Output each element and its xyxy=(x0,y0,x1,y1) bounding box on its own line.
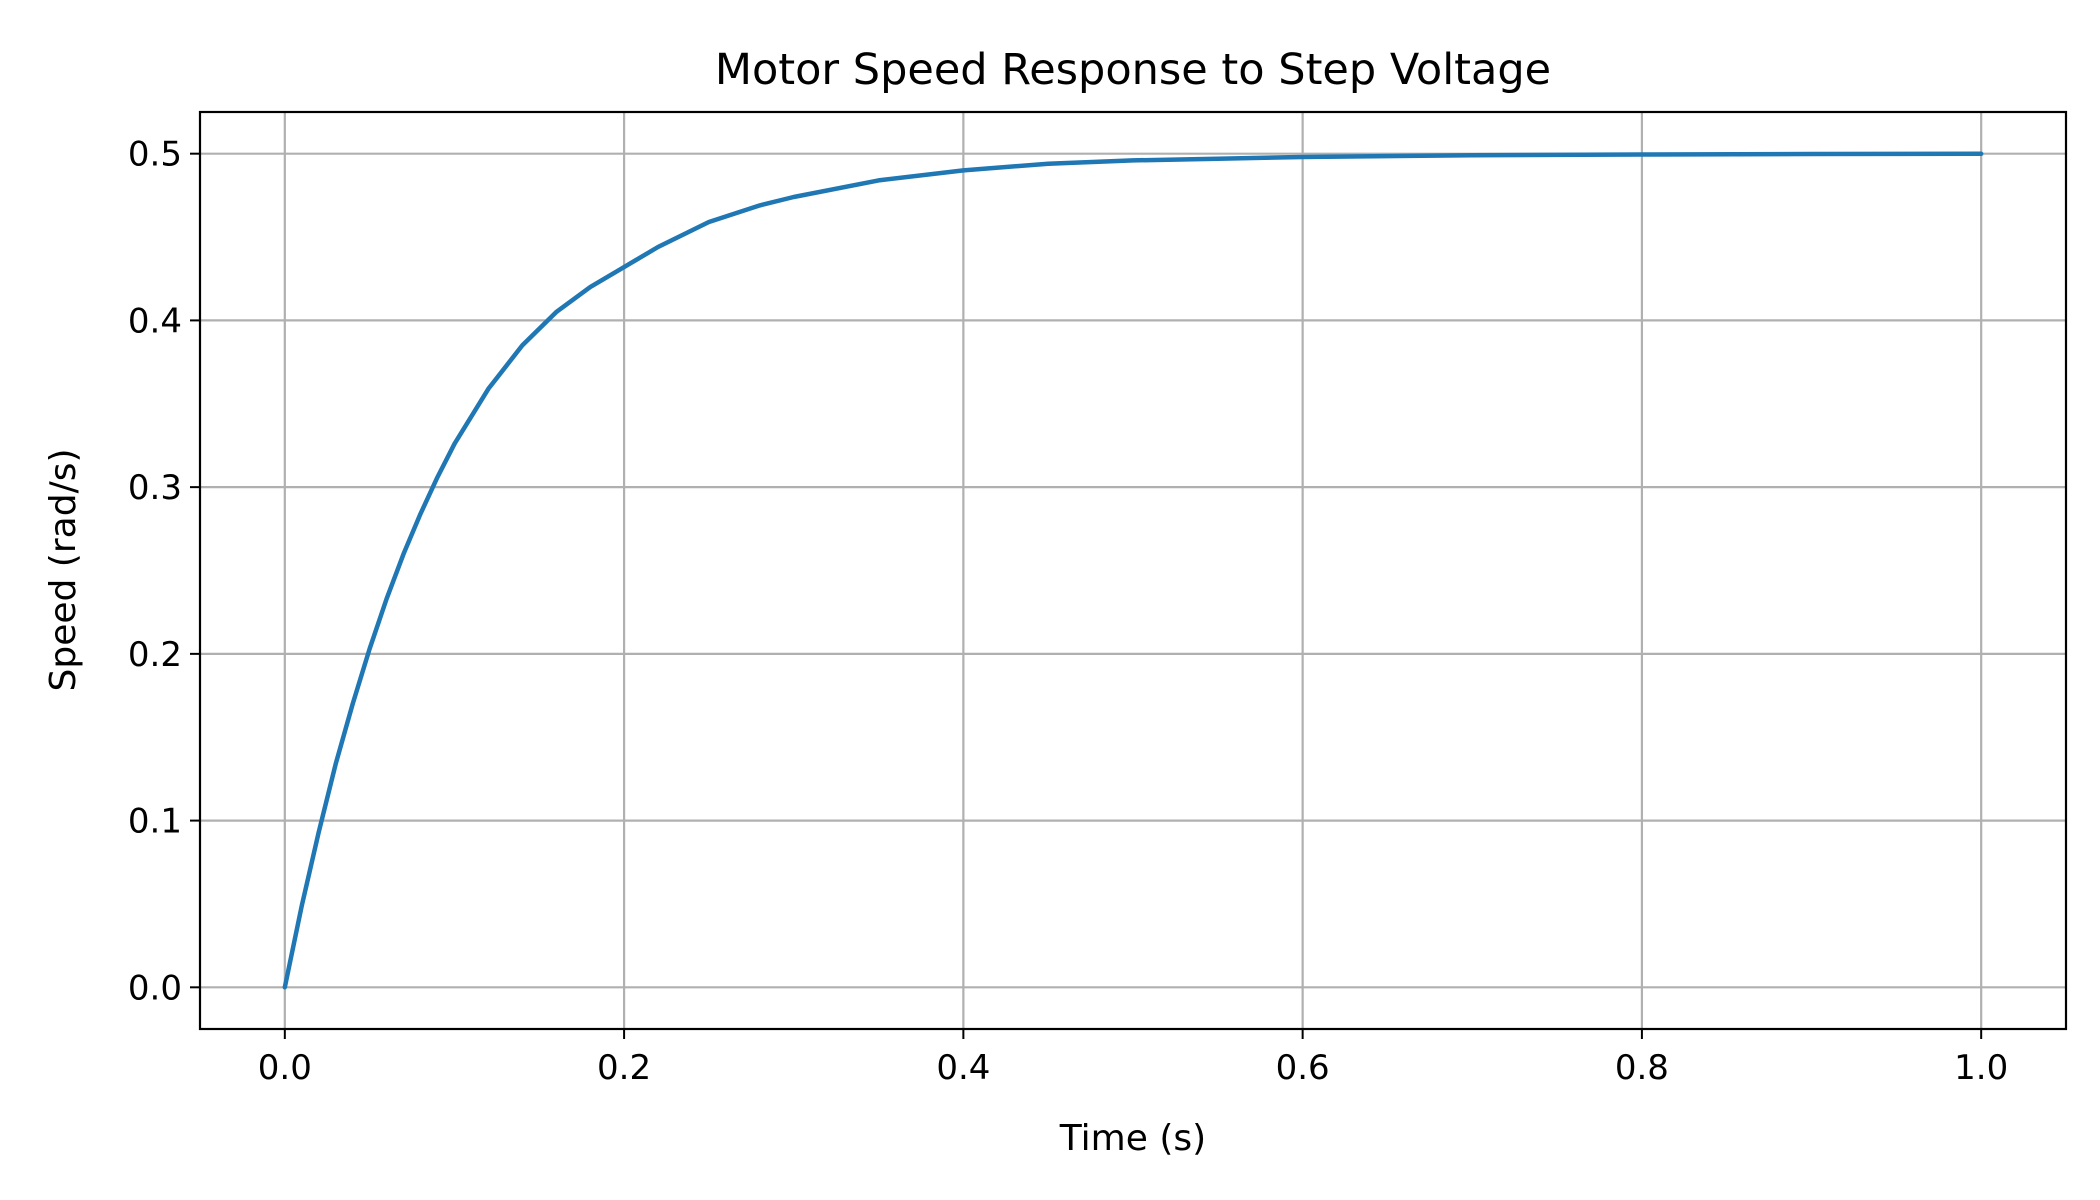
y-tick-label: 0.0 xyxy=(128,968,182,1008)
x-tick-label: 1.0 xyxy=(1954,1048,2008,1088)
x-tick-label: 0.6 xyxy=(1276,1048,1330,1088)
x-tick-label: 0.2 xyxy=(597,1048,651,1088)
y-tick-label: 0.3 xyxy=(128,468,182,508)
chart-title: Motor Speed Response to Step Voltage xyxy=(715,45,1551,95)
y-tick-label: 0.2 xyxy=(128,635,182,675)
y-tick-label: 0.1 xyxy=(128,802,182,842)
y-tick-label: 0.4 xyxy=(128,301,182,341)
x-axis-label: Time (s) xyxy=(1059,1118,1206,1159)
x-tick-label: 0.4 xyxy=(936,1048,990,1088)
tick-layer: 0.0 0.2 0.4 0.6 0.8 1.0 0.0 0.1 0.2 0.3 0.4 0.5 xyxy=(128,135,2008,1088)
y-tick-label: 0.5 xyxy=(128,135,182,175)
plot-frame xyxy=(198,110,2068,1031)
y-axis-label: Speed (rad/s) xyxy=(43,449,84,692)
x-tick-label: 0.0 xyxy=(258,1048,312,1088)
grid-layer xyxy=(200,112,2066,1029)
x-tick-label: 0.8 xyxy=(1615,1048,1669,1088)
series-line xyxy=(282,151,1984,990)
series-layer xyxy=(282,151,1984,990)
